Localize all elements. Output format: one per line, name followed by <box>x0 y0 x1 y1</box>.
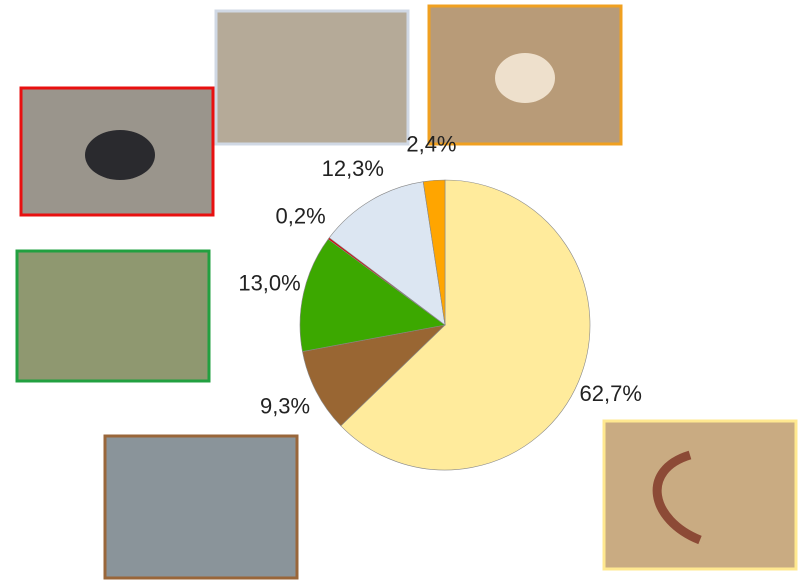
data-label: 62,7% <box>580 381 642 406</box>
data-label: 9,3% <box>260 393 310 418</box>
data-label: 13,0% <box>238 271 300 296</box>
data-label: 0,2% <box>276 203 326 228</box>
photo-mud <box>105 436 297 578</box>
data-label: 2,4% <box>406 131 456 156</box>
photo-detail <box>85 130 155 180</box>
photo-razor-shells <box>216 11 408 144</box>
data-label: 12,3% <box>322 156 384 181</box>
photo-seagrass <box>17 251 209 381</box>
chart: 62,7% 9,3% 13,0% 0,2% 12,3% 2,4% <box>0 0 800 583</box>
photo-lugworm <box>604 421 796 569</box>
photo-detail <box>495 53 555 103</box>
